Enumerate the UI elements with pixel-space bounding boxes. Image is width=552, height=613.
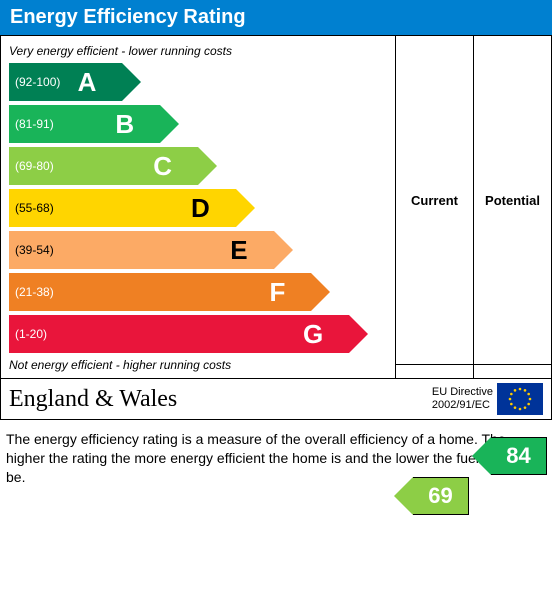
band-letter-c: C bbox=[153, 151, 172, 182]
band-letter-e: E bbox=[230, 235, 247, 266]
band-range-g: (1-20) bbox=[15, 327, 349, 341]
eu-flag-icon bbox=[497, 383, 543, 415]
current-rating-arrow: 69 bbox=[413, 477, 469, 515]
directive-line1: EU Directive bbox=[432, 386, 493, 398]
directive-text: EU Directive 2002/91/EC bbox=[432, 386, 493, 412]
band-range-b: (81-91) bbox=[15, 117, 160, 131]
footer-cell: England & Wales EU Directive 2002/91/EC bbox=[1, 379, 552, 420]
band-bar-g: (1-20)G bbox=[9, 315, 349, 353]
current-rating-cell: 69 bbox=[396, 365, 474, 379]
header-row: Very energy efficient - lower running co… bbox=[1, 36, 552, 365]
band-range-f: (21-38) bbox=[15, 285, 311, 299]
band-letter-a: A bbox=[78, 67, 97, 98]
bands-container: (92-100)A (81-91)B (69-80)C (55-68)D (39-54)… bbox=[9, 62, 387, 354]
band-row-f: (21-38)F bbox=[9, 272, 387, 312]
band-letter-d: D bbox=[191, 193, 210, 224]
band-row-g: (1-20)G bbox=[9, 314, 387, 354]
band-letter-b: B bbox=[115, 109, 134, 140]
band-bar-b: (81-91)B bbox=[9, 105, 160, 143]
header-current: Current bbox=[396, 36, 474, 365]
current-rating-value: 69 bbox=[413, 477, 469, 515]
band-bar-a: (92-100)A bbox=[9, 63, 122, 101]
band-bar-e: (39-54)E bbox=[9, 231, 274, 269]
band-row-c: (69-80)C bbox=[9, 146, 387, 186]
band-row-b: (81-91)B bbox=[9, 104, 387, 144]
header-potential: Potential bbox=[474, 36, 552, 365]
potential-rating-arrow: 84 bbox=[491, 437, 547, 475]
potential-rating-value: 84 bbox=[491, 437, 547, 475]
band-bar-f: (21-38)F bbox=[9, 273, 311, 311]
directive-line2: 2002/91/EC bbox=[432, 399, 490, 411]
main-table: Very energy efficient - lower running co… bbox=[0, 35, 552, 420]
explanation-text: The energy efficiency rating is a measur… bbox=[0, 420, 552, 493]
band-row-d: (55-68)D bbox=[9, 188, 387, 228]
epc-container: Energy Efficiency Rating Very energy eff… bbox=[0, 0, 552, 493]
title-bar: Energy Efficiency Rating bbox=[0, 0, 552, 35]
caption-top: Very energy efficient - lower running co… bbox=[9, 44, 387, 58]
band-row-a: (92-100)A bbox=[9, 62, 387, 102]
footer-row: England & Wales EU Directive 2002/91/EC bbox=[1, 379, 552, 420]
band-bar-d: (55-68)D bbox=[9, 189, 236, 227]
band-letter-g: G bbox=[303, 319, 323, 350]
band-bar-c: (69-80)C bbox=[9, 147, 198, 185]
band-row-e: (39-54)E bbox=[9, 230, 387, 270]
band-range-a: (92-100) bbox=[15, 75, 122, 89]
potential-rating-cell: 84 bbox=[474, 365, 552, 379]
region-label: England & Wales bbox=[9, 386, 177, 413]
caption-bottom: Not energy efficient - higher running co… bbox=[9, 358, 387, 372]
band-letter-f: F bbox=[270, 277, 286, 308]
chart-cell: Very energy efficient - lower running co… bbox=[1, 36, 396, 379]
